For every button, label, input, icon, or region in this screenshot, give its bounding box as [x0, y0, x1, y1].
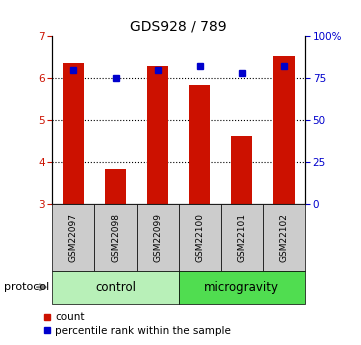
Text: GSM22100: GSM22100 — [195, 213, 204, 262]
Legend: count, percentile rank within the sample: count, percentile rank within the sample — [39, 308, 235, 340]
Text: GSM22102: GSM22102 — [279, 213, 288, 262]
Bar — [147, 66, 168, 204]
Title: GDS928 / 789: GDS928 / 789 — [130, 20, 227, 34]
Bar — [231, 136, 252, 204]
Bar — [105, 169, 126, 204]
Bar — [189, 85, 210, 204]
Text: microgravity: microgravity — [204, 281, 279, 294]
Text: GSM22101: GSM22101 — [238, 213, 246, 262]
Text: GSM22098: GSM22098 — [111, 213, 120, 262]
Bar — [63, 63, 84, 204]
Text: GSM22099: GSM22099 — [153, 213, 162, 262]
Text: control: control — [95, 281, 136, 294]
Text: GSM22097: GSM22097 — [69, 213, 78, 262]
Text: protocol: protocol — [4, 282, 49, 292]
Bar — [274, 56, 295, 204]
